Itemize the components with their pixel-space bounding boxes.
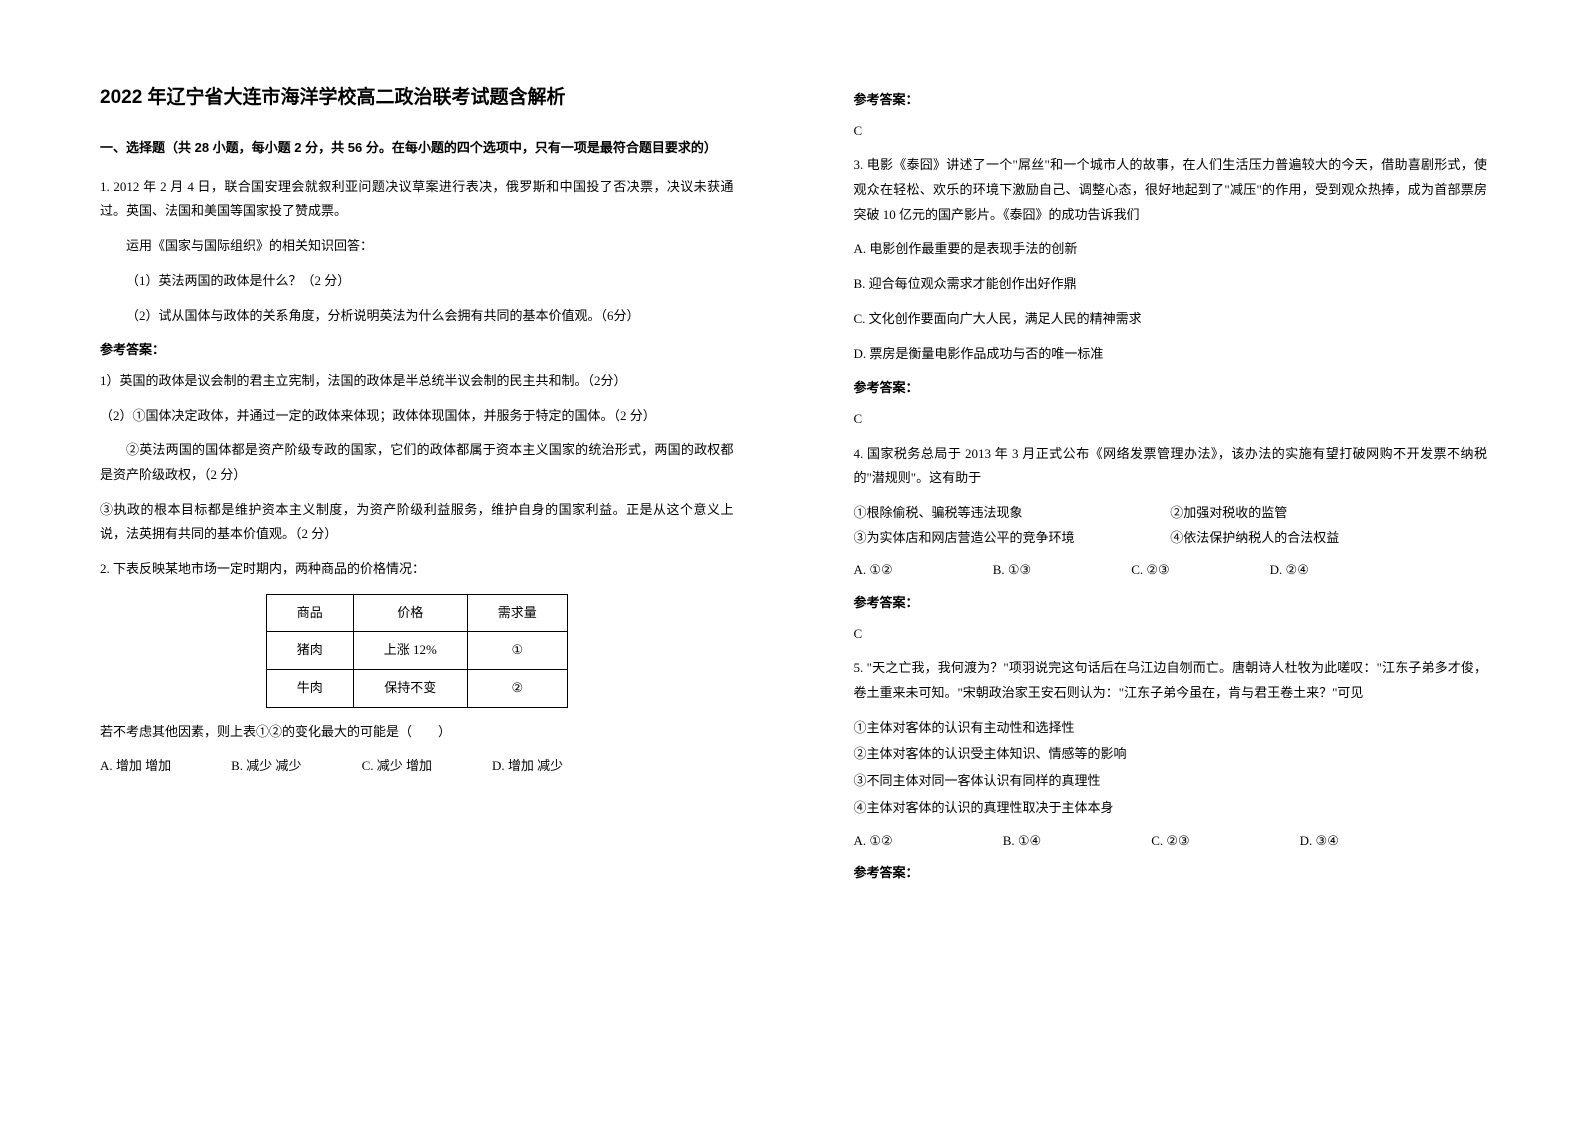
table-cell: 上涨 12%: [353, 632, 467, 670]
q5-answer-label: 参考答案：: [854, 861, 1488, 886]
q1-ans3: ②英法两国的国体都是资产阶级专政的国家，它们的政体都属于资本主义国家的统治形式，…: [100, 438, 734, 487]
q1-ans4: ③执政的根本目标都是维护资本主义制度，为资产阶级利益服务，维护自身的国家利益。正…: [100, 498, 734, 547]
q4-opt4: ④依法保护纳税人的合法权益: [1170, 526, 1487, 551]
table-cell: ②: [467, 670, 567, 708]
q1-text3: （1）英法两国的政体是什么？（2 分）: [100, 269, 734, 294]
q2-text2: 若不考虑其他因素，则上表①②的变化最大的可能是（ ）: [100, 720, 734, 745]
option-c: C. 减少 增加: [362, 754, 432, 779]
option-a: A. ①②: [854, 558, 893, 583]
q2-table: 商品 价格 需求量 猪肉 上涨 12% ① 牛肉 保持不变 ②: [266, 594, 568, 708]
q3-d: D. 票房是衡量电影作品成功与否的唯一标准: [854, 342, 1488, 367]
option-a: A. ①②: [854, 829, 893, 854]
q3-b: B. 迎合每位观众需求才能创作出好作鼎: [854, 272, 1488, 297]
option-d: D. ②④: [1270, 558, 1309, 583]
q3-answer-label: 参考答案：: [854, 376, 1488, 401]
option-d: D. ③④: [1300, 829, 1339, 854]
q2-answer: C: [854, 119, 1488, 144]
q2-options: A. 增加 增加 B. 减少 减少 C. 减少 增加 D. 增加 减少: [100, 754, 734, 779]
q1-ans1: 1）英国的政体是议会制的君主立宪制，法国的政体是半总统半议会制的民主共和制。（2…: [100, 369, 734, 394]
q3-c: C. 文化创作要面向广大人民，满足人民的精神需求: [854, 307, 1488, 332]
left-column: 2022 年辽宁省大连市海洋学校高二政治联考试题含解析 一、选择题（共 28 小…: [0, 0, 794, 1122]
table-cell: 猪肉: [266, 632, 353, 670]
right-column: 参考答案： C 3. 电影《泰囧》讲述了一个"屌丝"和一个城市人的故事，在人们生…: [794, 0, 1587, 1122]
option-c: C. ②③: [1131, 558, 1169, 583]
table-cell: 牛肉: [266, 670, 353, 708]
q2-text: 2. 下表反映某地市场一定时期内，两种商品的价格情况：: [100, 557, 734, 582]
q4-opts-row2: ③为实体店和网店营造公平的竞争环境 ④依法保护纳税人的合法权益: [854, 526, 1488, 551]
q1-text1: 1. 2012 年 2 月 4 日，联合国安理会就叙利亚问题决议草案进行表决，俄…: [100, 175, 734, 224]
q4-opts-row1: ①根除偷税、骗税等违法现象 ②加强对税收的监管: [854, 501, 1488, 526]
q3-answer: C: [854, 407, 1488, 432]
table-header: 需求量: [467, 594, 567, 632]
q1-text2: 运用《国家与国际组织》的相关知识回答：: [100, 234, 734, 259]
q5-opt4: ④主体对客体的认识的真理性取决于主体本身: [854, 796, 1488, 821]
table-cell: ①: [467, 632, 567, 670]
q5-opt1: ①主体对客体的认识有主动性和选择性: [854, 716, 1488, 741]
option-d: D. 增加 减少: [492, 754, 563, 779]
q1-ans2: （2）①国体决定政体，并通过一定的政体来体现；政体体现国体，并服务于特定的国体。…: [100, 404, 734, 429]
q4-opt1: ①根除偷税、骗税等违法现象: [854, 501, 1171, 526]
table-header: 价格: [353, 594, 467, 632]
q4-options: A. ①② B. ①③ C. ②③ D. ②④: [854, 558, 1488, 583]
q3-a: A. 电影创作最重要的是表现手法的创新: [854, 237, 1488, 262]
q1-text4: （2）试从国体与政体的关系角度，分析说明英法为什么会拥有共同的基本价值观。（6分…: [100, 304, 734, 329]
q4-answer-label: 参考答案：: [854, 591, 1488, 616]
page-title: 2022 年辽宁省大连市海洋学校高二政治联考试题含解析: [100, 80, 734, 116]
q2-answer-label: 参考答案：: [854, 88, 1488, 113]
q4-opt2: ②加强对税收的监管: [1170, 501, 1487, 526]
q5-options: A. ①② B. ①④ C. ②③ D. ③④: [854, 829, 1488, 854]
q5-text: 5. "天之亡我，我何渡为？"项羽说完这句话后在乌江边自刎而亡。唐朝诗人杜牧为此…: [854, 656, 1488, 705]
q3-text: 3. 电影《泰囧》讲述了一个"屌丝"和一个城市人的故事，在人们生活压力普遍较大的…: [854, 153, 1488, 227]
q4-text: 4. 国家税务总局于 2013 年 3 月正式公布《网络发票管理办法》，该办法的…: [854, 442, 1488, 491]
q4-answer: C: [854, 622, 1488, 647]
q5-opt2: ②主体对客体的认识受主体知识、情感等的影响: [854, 742, 1488, 767]
q4-opt3: ③为实体店和网店营造公平的竞争环境: [854, 526, 1171, 551]
section-header: 一、选择题（共 28 小题，每小题 2 分，共 56 分。在每小题的四个选项中，…: [100, 136, 734, 161]
option-c: C. ②③: [1151, 829, 1189, 854]
table-cell: 保持不变: [353, 670, 467, 708]
option-b: B. ①③: [993, 558, 1031, 583]
option-b: B. 减少 减少: [231, 754, 301, 779]
table-header: 商品: [266, 594, 353, 632]
q1-answer-label: 参考答案：: [100, 338, 734, 363]
q5-opt3: ③不同主体对同一客体认识有同样的真理性: [854, 769, 1488, 794]
option-b: B. ①④: [1003, 829, 1041, 854]
option-a: A. 增加 增加: [100, 754, 171, 779]
